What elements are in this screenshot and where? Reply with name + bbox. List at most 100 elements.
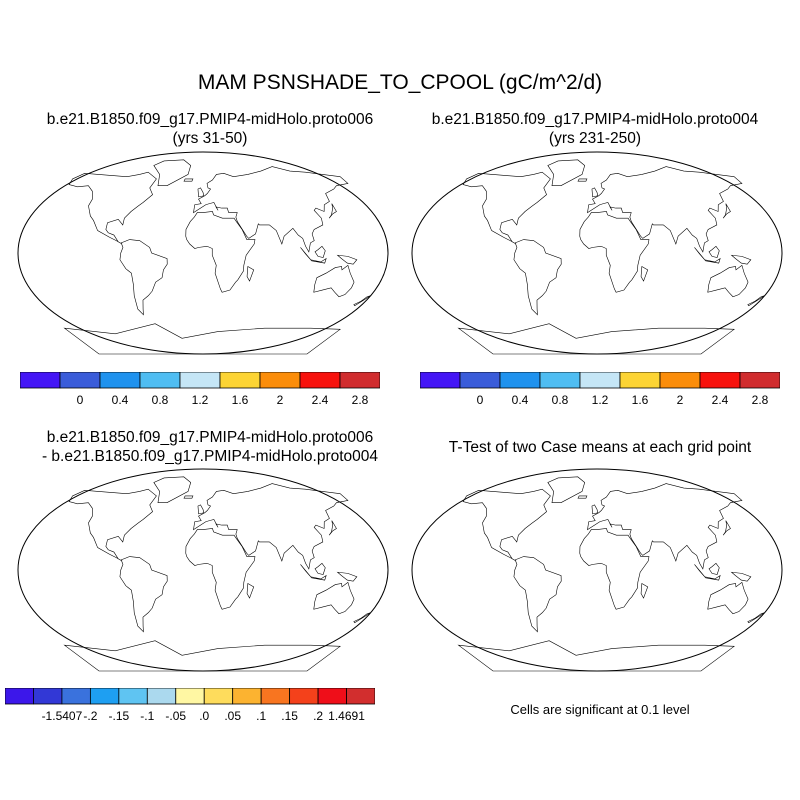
land-shape <box>313 581 355 615</box>
colorbar-swatch <box>179 372 221 389</box>
panel-title-line1: T-Test of two Case means at each grid po… <box>448 439 752 456</box>
land-shape <box>694 564 721 581</box>
colorbar-swatch <box>499 372 541 389</box>
land-shape <box>722 520 731 536</box>
colorbar-swatch <box>539 372 581 389</box>
land-shape <box>246 265 255 282</box>
land-shape <box>547 159 586 186</box>
colorbar-tick-label: 1.2 <box>192 393 209 407</box>
map-panel-bottom-right <box>411 468 783 672</box>
land-shape <box>577 178 588 182</box>
panel-title-top-left: b.e21.B1850.f09_g17.PMIP4-midHolo.proto0… <box>10 110 410 148</box>
land-shape <box>313 264 355 298</box>
colorbar-swatch <box>89 688 120 705</box>
colorbar-tick-label: .1 <box>256 709 266 723</box>
colorbar-tick-label: -.2 <box>83 709 97 723</box>
land-shape <box>707 581 749 615</box>
colorbar-swatch <box>260 688 291 705</box>
land-shape <box>336 571 358 582</box>
land-shape <box>183 495 194 499</box>
land-shape <box>722 203 731 219</box>
colorbar-swatch <box>61 688 91 705</box>
land-shape <box>328 203 337 219</box>
panel-title-bottom-right: T-Test of two Case means at each grid po… <box>395 438 800 457</box>
panel-title-line1: b.e21.B1850.f09_g17.PMIP4-midHolo.proto0… <box>46 429 374 446</box>
colorbar-tick-label: 2.8 <box>752 393 769 407</box>
colorbar-swatch <box>139 372 181 389</box>
colorbar-tick-label: 0.4 <box>112 393 129 407</box>
colorbar-swatch <box>459 372 501 389</box>
land-shape <box>640 265 649 282</box>
coastlines <box>63 476 371 672</box>
land-shape <box>63 323 341 355</box>
land-shape <box>513 556 562 633</box>
land-shape <box>577 495 588 499</box>
land-shape <box>708 245 720 258</box>
colorbar-top-left: 0 0.4 0.8 1.2 1.6 2 2.4 2.8 <box>20 372 380 407</box>
colorbar-tick-label: 0.8 <box>152 393 169 407</box>
panel-title-line2: (yrs 31-50) <box>172 130 248 147</box>
coastlines <box>457 476 765 672</box>
colorbar-tick-label: 2 <box>677 393 684 407</box>
colorbar-swatch <box>699 372 741 389</box>
panel-title-line1: b.e21.B1850.f09_g17.PMIP4-midHolo.proto0… <box>431 111 759 128</box>
land-shape <box>183 178 194 182</box>
land-shape <box>185 528 256 610</box>
globe-border <box>411 468 783 672</box>
colorbar-swatch <box>619 372 661 389</box>
coastlines <box>457 159 765 355</box>
panel-title-line2: (yrs 231-250) <box>548 130 642 147</box>
land-shape <box>694 247 721 264</box>
colorbar-tick-label: .0 <box>199 709 209 723</box>
land-shape <box>300 247 327 264</box>
panel-title-top-right: b.e21.B1850.f09_g17.PMIP4-midHolo.proto0… <box>395 110 795 148</box>
significance-note: Cells are significant at 0.1 level <box>510 702 690 717</box>
colorbar-swatch <box>33 688 63 705</box>
land-shape <box>730 571 752 582</box>
land-shape <box>193 166 349 253</box>
colorbar-swatch <box>59 372 101 389</box>
colorbar-swatch <box>232 688 262 705</box>
land-shape <box>730 254 752 265</box>
land-shape <box>68 171 157 245</box>
colorbar-swatch <box>219 372 261 389</box>
land-shape <box>300 564 327 581</box>
land-shape <box>591 504 599 515</box>
map-panel-top-left <box>17 151 389 355</box>
land-shape <box>547 476 586 503</box>
panel-title-line2: - b.e21.B1850.f09_g17.PMIP4-midHolo.prot… <box>41 448 379 465</box>
colorbar-tick-label: 0 <box>77 393 84 407</box>
colorbar-tick-label: -.1 <box>140 709 154 723</box>
colorbar-tick-label: 1.2 <box>592 393 609 407</box>
land-shape <box>457 640 735 672</box>
land-shape <box>314 245 326 258</box>
land-shape <box>587 166 743 253</box>
land-shape <box>197 187 205 198</box>
figure-title: MAM PSNSHADE_TO_CPOOL (gC/m^2/d) <box>197 71 603 94</box>
globe-border <box>17 151 389 355</box>
land-shape <box>707 264 749 298</box>
colorbar-tick-label: 2 <box>277 393 284 407</box>
colorbar-tick-label: .15 <box>281 709 298 723</box>
land-shape <box>119 239 168 316</box>
colorbar-swatch <box>203 688 234 705</box>
land-shape <box>197 504 205 515</box>
colorbar-swatch <box>289 688 319 705</box>
colorbar-tick-label: 1.6 <box>232 393 249 407</box>
colorbar-swatch <box>659 372 701 389</box>
colorbar-tick-label: .05 <box>224 709 241 723</box>
land-shape <box>153 159 192 186</box>
land-shape <box>462 171 551 245</box>
map-panel-top-right <box>411 151 783 355</box>
land-shape <box>587 483 743 570</box>
land-shape <box>462 488 551 562</box>
colorbar-tick-label: 0.8 <box>552 393 569 407</box>
colorbar-tick-label: -.05 <box>165 709 186 723</box>
colorbar-swatch <box>146 688 177 705</box>
colorbar-tick-label: .2 <box>313 709 323 723</box>
globe-ocean <box>412 469 782 671</box>
panel-title-line1: b.e21.B1850.f09_g17.PMIP4-midHolo.proto0… <box>46 111 374 128</box>
globe-border <box>17 468 389 672</box>
colorbar-swatch <box>299 372 341 389</box>
land-shape <box>153 476 192 503</box>
